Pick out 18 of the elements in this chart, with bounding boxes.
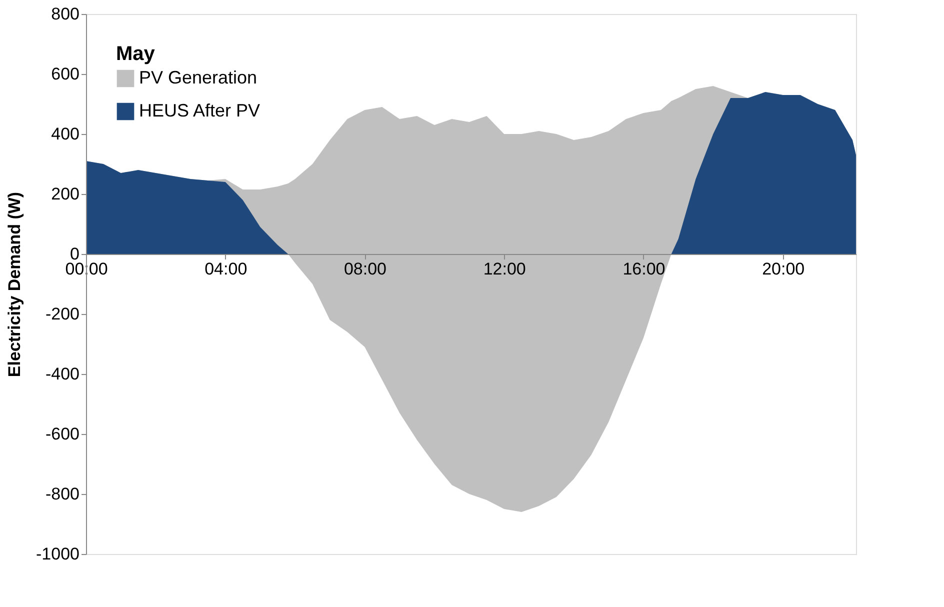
legend-title: May [116, 43, 156, 65]
y-tick-label: 200 [51, 184, 80, 204]
y-tick-label: -600 [45, 424, 80, 444]
y-tick-label: -400 [45, 364, 80, 384]
x-tick-label: 20:00 [762, 260, 805, 278]
y-tick-label: 400 [51, 124, 80, 144]
y-tick-label: -1000 [36, 544, 80, 564]
x-tick-label: 12:00 [483, 260, 526, 278]
y-axis-title: Electricity Demand (W) [5, 192, 24, 378]
x-tick-label: 04:00 [204, 260, 248, 278]
legend-label: PV Generation [139, 68, 258, 88]
x-tick-label: 16:00 [622, 260, 666, 278]
legend-label: HEUS After PV [139, 100, 260, 120]
y-tick-label: 600 [51, 64, 80, 84]
y-tick-label: 800 [51, 4, 80, 24]
x-tick-label: 08:00 [344, 260, 387, 278]
y-tick-label: -200 [45, 304, 80, 324]
y-tick-label: -800 [45, 484, 80, 504]
